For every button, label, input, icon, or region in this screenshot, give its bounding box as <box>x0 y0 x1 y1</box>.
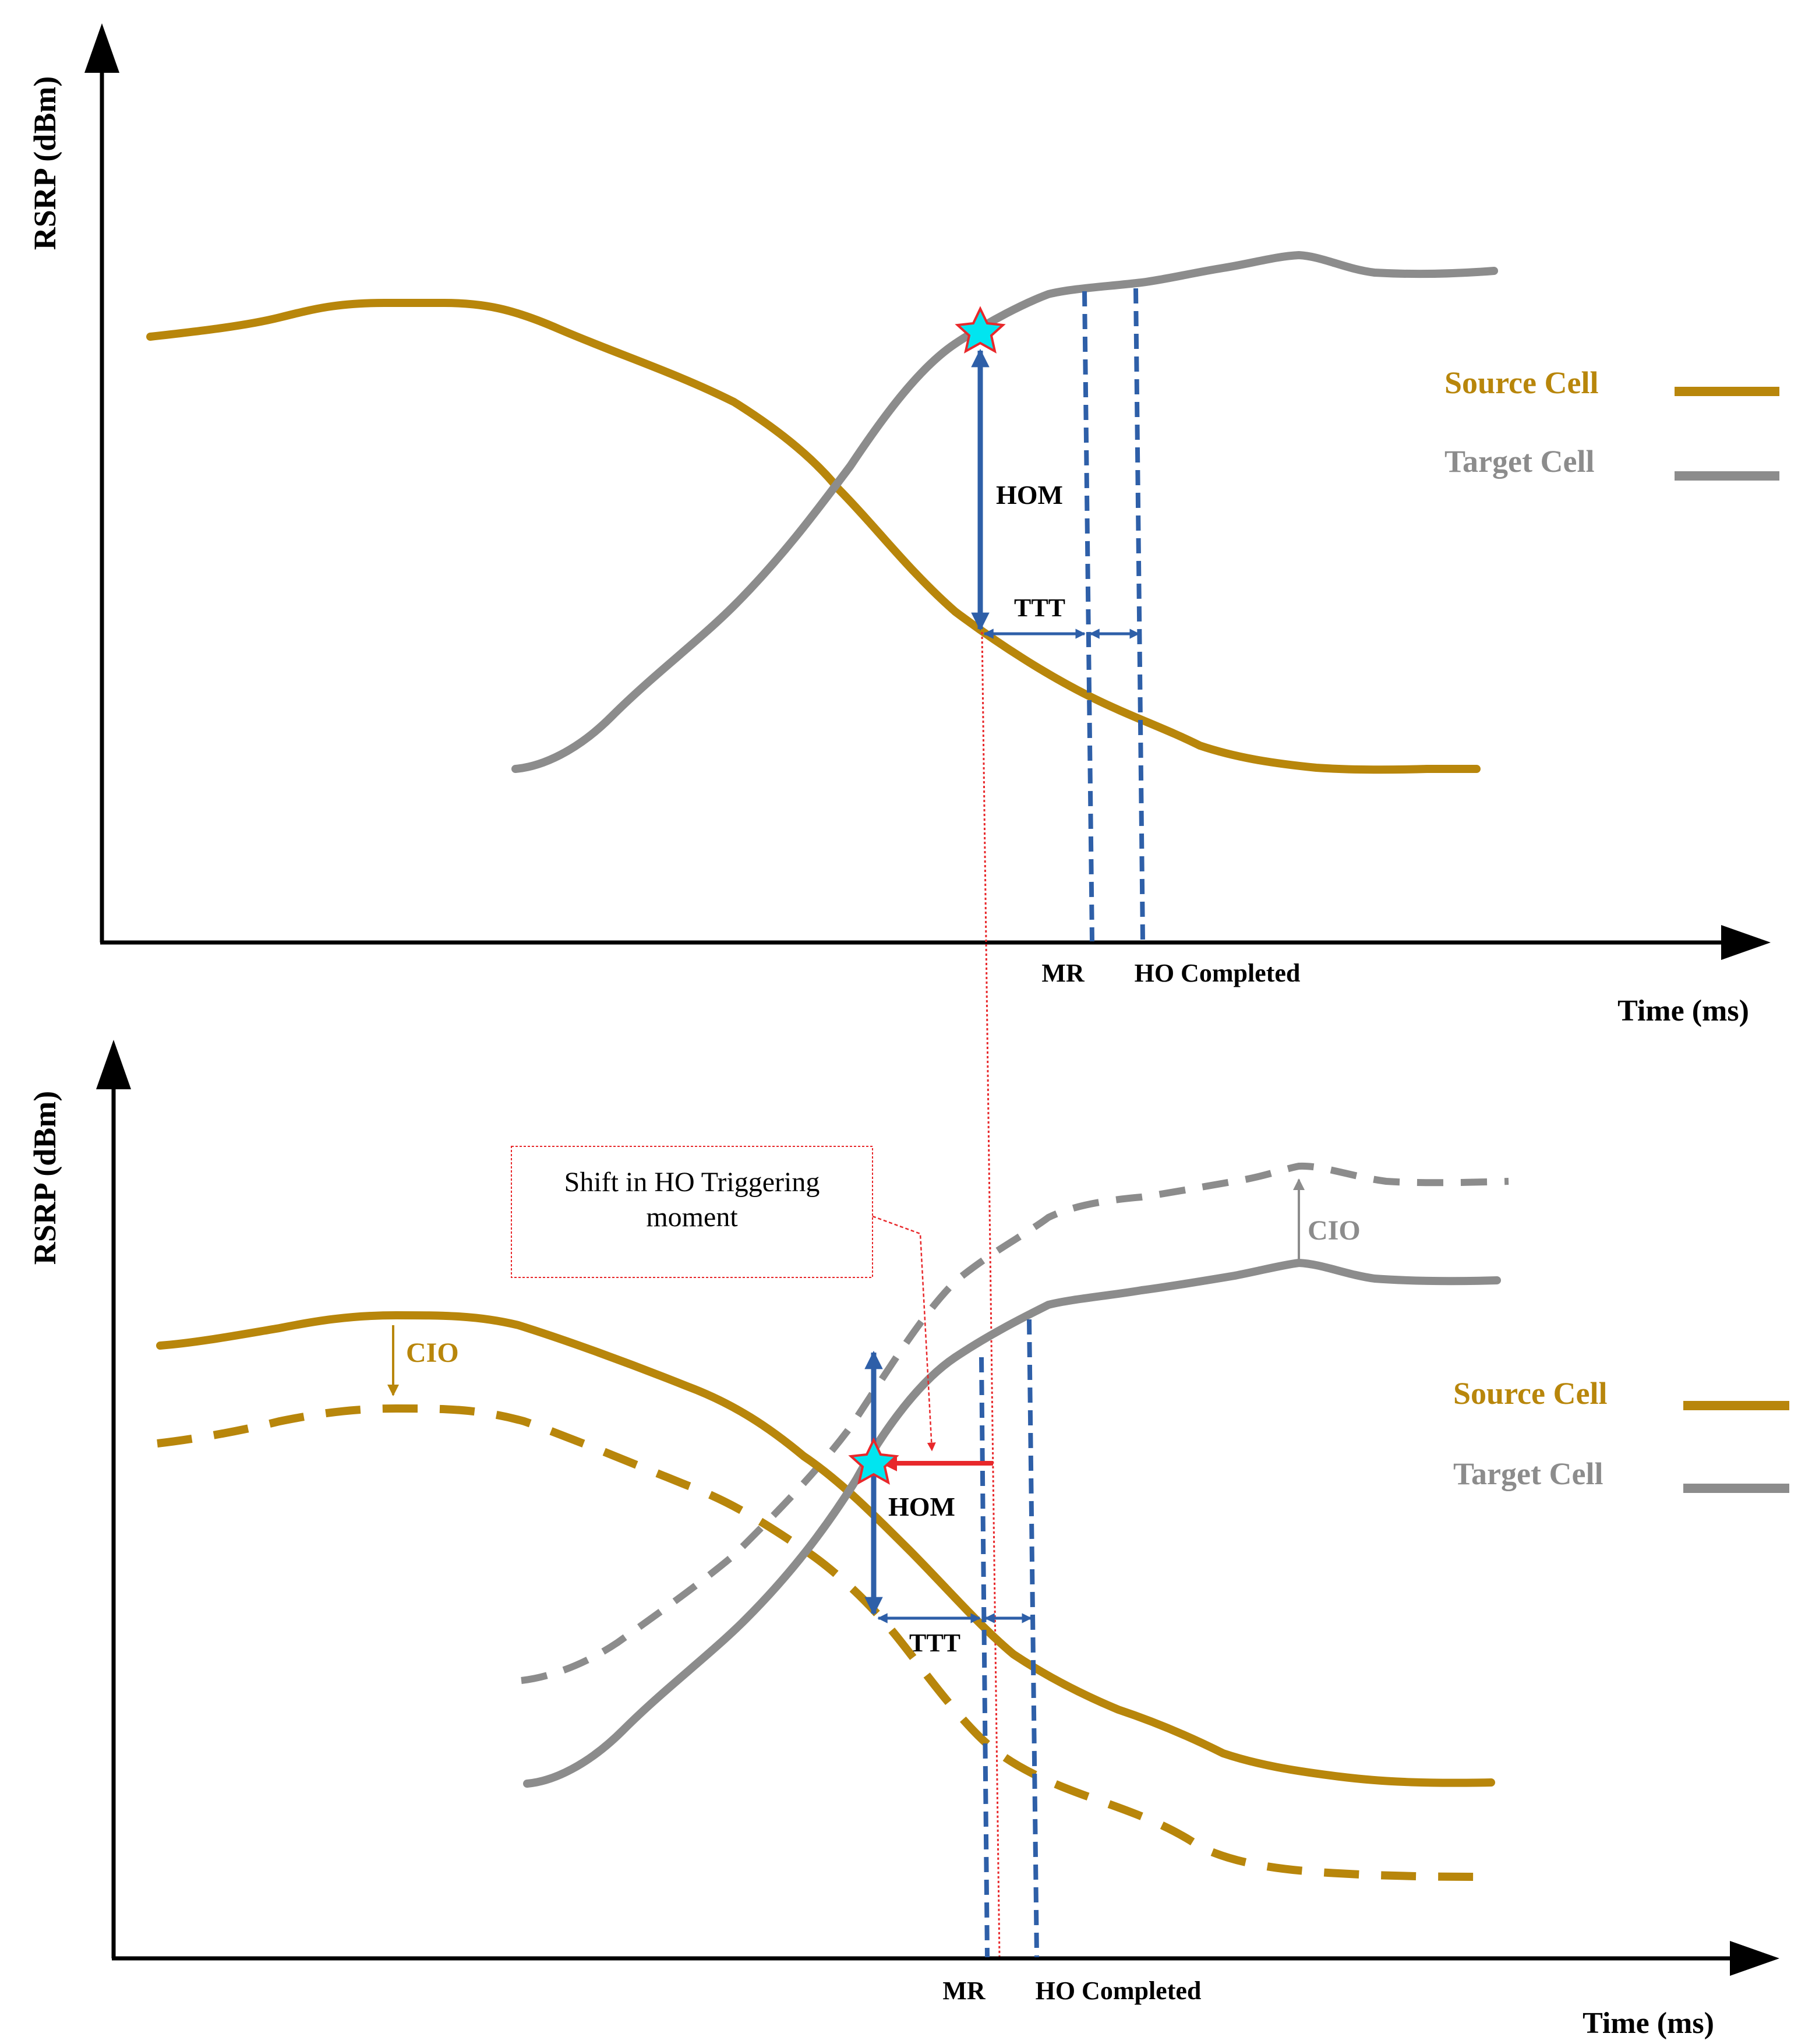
bottom-ttt-label: TTT <box>909 1629 960 1657</box>
top-panel: RSRP (dBm) Time (ms) HOM TTT MR HO Compl… <box>27 23 1779 1028</box>
top-ho-completed-line <box>1133 288 1145 942</box>
bottom-ho-trigger-star-icon <box>848 1437 899 1485</box>
bottom-target-cell-curve <box>523 1258 1501 1788</box>
top-legend-target-label: Target Cell <box>1444 444 1594 479</box>
top-source-cell-curve <box>146 299 1481 774</box>
shift-note-text: Shift in HO Triggering moment <box>564 1167 820 1233</box>
bottom-target-cell-cio-curve <box>521 1162 1509 1684</box>
top-ho-trigger-star-icon <box>955 306 1006 354</box>
bottom-y-axis-arrowhead <box>96 1040 131 1089</box>
top-legend-source-label: Source Cell <box>1444 365 1598 400</box>
bottom-source-cell-cio-curve <box>157 1404 1483 1881</box>
bottom-mr-line <box>979 1357 990 1958</box>
top-ttt-label: TTT <box>1014 594 1065 622</box>
bottom-cio-source-label: CIO <box>406 1337 459 1368</box>
bottom-hom-label: HOM <box>888 1492 955 1521</box>
bottom-x-axis-label: Time (ms) <box>1583 2007 1714 2040</box>
shift-note-leader <box>872 1215 936 1452</box>
bottom-panel: RSRP (dBm) Time (ms) CIO CIO HOM TTT Shi… <box>27 1040 1789 2040</box>
top-mr-line <box>1082 291 1094 942</box>
shift-note-box <box>511 1146 873 1278</box>
top-mr-label: MR <box>1041 959 1085 987</box>
bottom-ho-completed-line <box>1027 1319 1039 1958</box>
bottom-cio-target-label: CIO <box>1308 1215 1361 1246</box>
bottom-legend-source-label: Source Cell <box>1453 1376 1607 1411</box>
top-x-axis-label: Time (ms) <box>1617 994 1749 1028</box>
bottom-source-cell-curve <box>156 1311 1495 1787</box>
bottom-legend-target-label: Target Cell <box>1453 1456 1603 1491</box>
top-target-cell-curve <box>511 250 1498 773</box>
bottom-ho-completed-label: HO Completed <box>1036 1976 1202 2005</box>
top-y-axis-arrowhead <box>84 23 119 73</box>
bottom-x-axis-arrowhead <box>1730 1941 1779 1976</box>
top-hom-label: HOM <box>996 480 1063 510</box>
top-y-axis-label: RSRP (dBm) <box>27 76 62 250</box>
bottom-y-axis-label: RSRP (dBm) <box>27 1091 62 1265</box>
shift-note-container: Shift in HO Triggering moment <box>564 1167 820 1233</box>
top-ho-completed-label: HO Completed <box>1135 959 1301 987</box>
bottom-mr-label: MR <box>942 1976 986 2005</box>
top-x-axis-arrowhead <box>1721 925 1771 960</box>
trigger-reference-line <box>981 631 1001 1958</box>
